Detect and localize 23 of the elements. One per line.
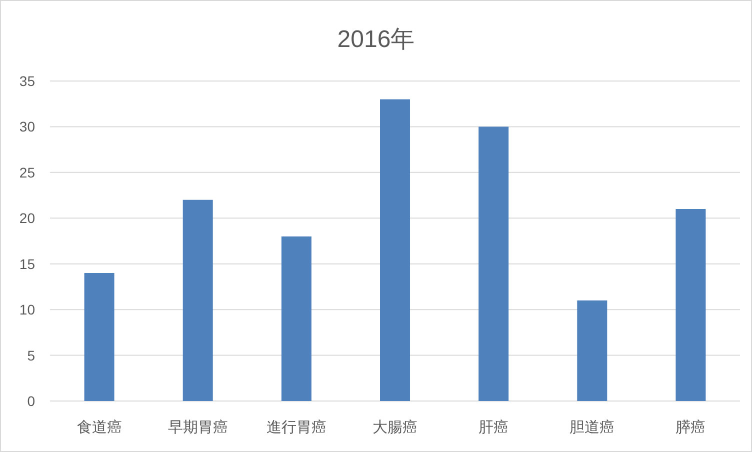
y-tick-label: 35 [19,73,36,89]
y-tick-label: 20 [19,210,36,226]
x-tick-label: 早期胃癌 [168,419,228,436]
x-tick-label: 胆道癌 [570,419,615,436]
x-tick-label: 膵癌 [676,419,706,436]
y-tick-label: 0 [27,393,36,409]
y-tick-label: 10 [19,302,36,318]
x-tick-label: 進行胃癌 [266,419,326,436]
y-tick-label: 5 [27,347,36,364]
y-tick-label: 30 [19,118,36,135]
y-tick-label: 15 [19,256,36,272]
bar [676,209,706,401]
x-tick-label: 大腸癌 [372,419,418,436]
bar [281,236,312,401]
bar [182,200,213,401]
x-tick-label: 食道癌 [76,419,122,436]
bar [577,300,608,401]
x-tick-label: 肝癌 [478,419,509,436]
y-tick-label: 25 [19,164,36,180]
bar [380,99,410,401]
bar [478,126,509,401]
bar [84,273,114,401]
chart-title: 2016年 [337,26,415,53]
